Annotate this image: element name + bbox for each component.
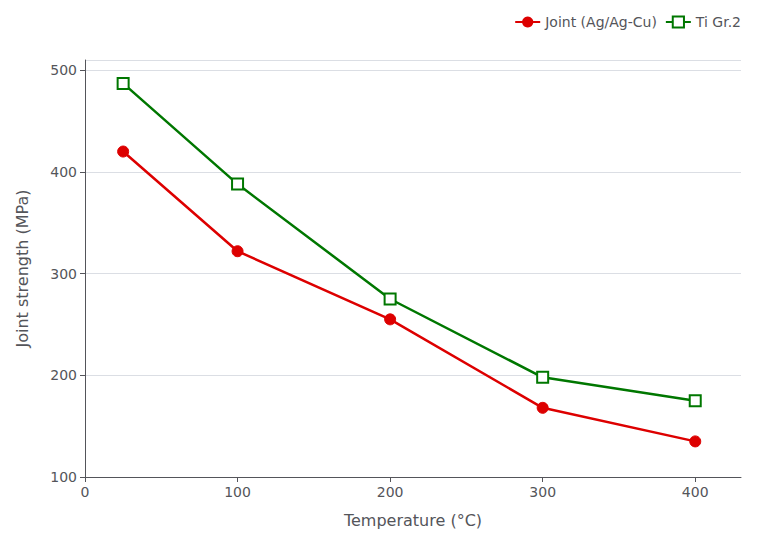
svg-text:0: 0	[81, 484, 90, 500]
svg-text:300: 300	[50, 266, 77, 282]
svg-text:Joint strength (MPa): Joint strength (MPa)	[13, 190, 32, 349]
svg-text:400: 400	[50, 164, 77, 180]
svg-text:100: 100	[50, 469, 77, 485]
svg-text:300: 300	[529, 484, 556, 500]
svg-text:100: 100	[224, 484, 251, 500]
svg-text:400: 400	[682, 484, 709, 500]
svg-text:Temperature (°C): Temperature (°C)	[343, 511, 482, 530]
svg-text:500: 500	[50, 62, 77, 78]
svg-text:Ti Gr.2: Ti Gr.2	[695, 14, 741, 30]
svg-text:Joint (Ag/Ag-Cu): Joint (Ag/Ag-Cu)	[544, 14, 657, 30]
svg-text:200: 200	[50, 367, 77, 383]
svg-text:200: 200	[377, 484, 404, 500]
